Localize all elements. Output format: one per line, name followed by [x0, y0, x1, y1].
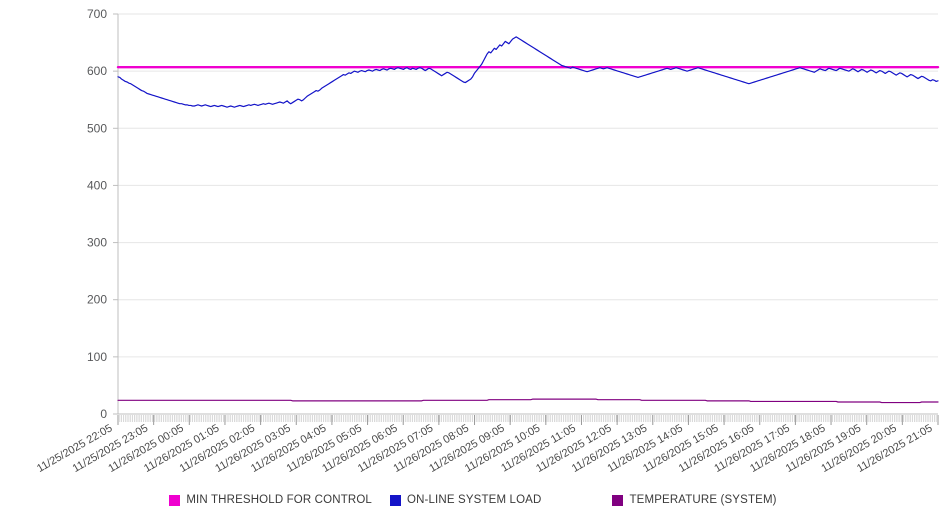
legend-color-swatch — [169, 494, 181, 506]
legend-item[interactable]: TEMPERATURE (SYSTEM) — [612, 494, 777, 506]
y-axis-tick-label: 0 — [100, 407, 107, 421]
series-group — [116, 36, 940, 404]
y-axis-tick-label: 300 — [87, 236, 107, 250]
legend-item[interactable]: ON-LINE SYSTEM LOAD — [389, 494, 542, 506]
legend-label: TEMPERATURE (SYSTEM) — [629, 494, 777, 506]
y-axis-ticks-group: 0 100 200 300 400 500 600 700 — [87, 7, 118, 421]
series-line-1 — [117, 36, 939, 108]
y-axis-tick-label: 500 — [87, 121, 107, 135]
legend-label: MIN THRESHOLD FOR CONTROL — [186, 494, 372, 506]
y-axis-tick-label: 100 — [87, 350, 107, 364]
y-axis-tick-label: 600 — [87, 64, 107, 78]
y-axis-tick-label: 400 — [87, 178, 107, 192]
chart-legend: MIN THRESHOLD FOR CONTROL ON-LINE SYSTEM … — [0, 494, 946, 506]
gridlines-group — [117, 13, 938, 415]
series-line-2 — [117, 398, 939, 404]
legend-label: ON-LINE SYSTEM LOAD — [406, 494, 542, 506]
y-axis-tick-label: 700 — [87, 7, 107, 21]
x-axis-minor-ticks-group — [117, 415, 939, 422]
y-axis-tick-label: 200 — [87, 293, 107, 307]
legend-color-swatch — [389, 494, 401, 506]
legend-item[interactable]: MIN THRESHOLD FOR CONTROL — [169, 494, 372, 506]
legend-color-swatch — [612, 494, 624, 506]
